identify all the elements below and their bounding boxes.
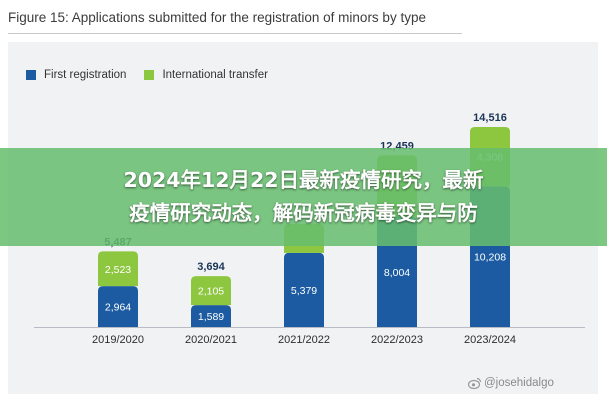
- bar-first-registration: [98, 286, 138, 327]
- data-label-total: 14,516: [473, 112, 507, 124]
- legend-label-international-transfer: International transfer: [162, 69, 268, 81]
- x-tick-label: 2019/2020: [92, 334, 144, 346]
- figure-title: Figure 15: Applications submitted for th…: [8, 10, 426, 25]
- data-label-international-transfer: 2,105: [198, 286, 224, 298]
- legend-label-first-registration: First registration: [44, 69, 127, 81]
- bar-international-transfer: [98, 251, 138, 287]
- x-tick-label: 2021/2022: [278, 334, 330, 346]
- overlay-banner: [0, 148, 607, 246]
- data-label-first-registration: 2,964: [105, 302, 131, 314]
- data-label-first-registration: 8,004: [384, 267, 410, 279]
- data-label-first-registration: 10,208: [474, 252, 506, 264]
- legend-swatch-first-registration: [26, 70, 36, 80]
- legend-swatch-international-transfer: [144, 70, 155, 80]
- weibo-logo-icon: [468, 377, 482, 390]
- bar-first-registration: [191, 305, 231, 327]
- title-divider: [8, 33, 462, 34]
- data-label-total: 3,694: [197, 261, 225, 273]
- data-label-first-registration: 5,379: [291, 285, 317, 297]
- x-tick-label: 2022/2023: [371, 334, 423, 346]
- legend-item-international-transfer: International transfer: [144, 69, 268, 81]
- watermark-handle: @josehidalgo: [484, 377, 554, 389]
- bar-international-transfer: [191, 276, 231, 306]
- data-label-international-transfer: 2,523: [105, 264, 131, 276]
- data-label-first-registration: 1,589: [198, 311, 224, 323]
- legend-item-first-registration: First registration: [26, 69, 126, 81]
- banner-headline: 2024年12月22日最新疫情研究，最新 疫情研究动态，解码新冠病毒变异与防: [123, 168, 484, 225]
- chart-legend: First registration International transfe…: [26, 69, 286, 81]
- x-tick-label: 2023/2024: [464, 334, 516, 346]
- x-tick-label: 2020/2021: [185, 334, 237, 346]
- bar-first-registration: [284, 252, 324, 327]
